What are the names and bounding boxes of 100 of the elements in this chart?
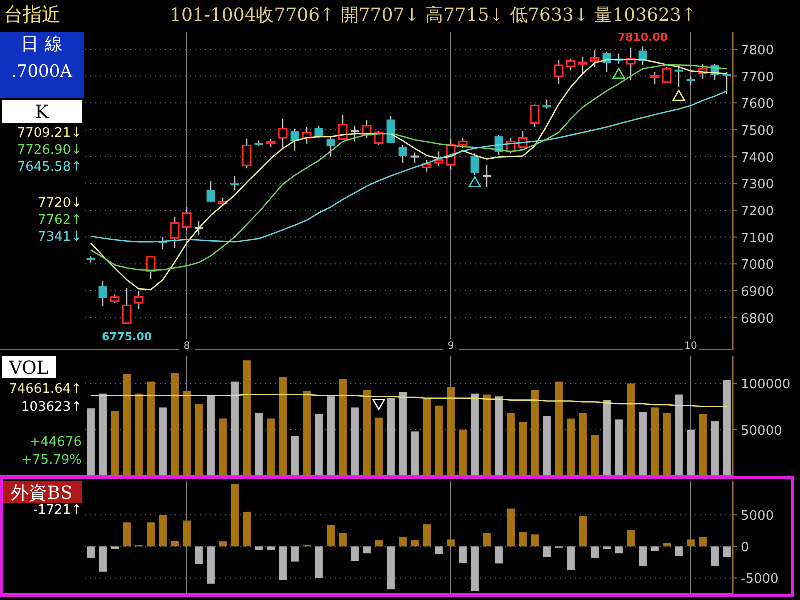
text: 7726.90↓ xyxy=(17,143,82,158)
bar xyxy=(459,546,467,564)
text: 日 線 xyxy=(21,34,63,55)
bar xyxy=(651,546,659,552)
bar xyxy=(579,413,587,476)
bar xyxy=(183,391,191,476)
bar xyxy=(579,516,587,547)
candlestick xyxy=(398,144,408,164)
candlestick xyxy=(470,152,480,176)
y-tick-label: 7100 xyxy=(741,231,774,246)
bar xyxy=(219,542,227,547)
text: .7000A xyxy=(12,62,74,82)
candlestick xyxy=(686,76,696,86)
candlestick xyxy=(434,151,444,167)
candlestick xyxy=(338,114,348,141)
bar xyxy=(159,408,167,476)
y-tick-label: 7400 xyxy=(741,150,774,166)
bar xyxy=(531,534,539,547)
bar xyxy=(627,384,635,476)
bar xyxy=(315,546,323,578)
bar xyxy=(567,418,575,476)
candlestick xyxy=(290,128,300,152)
text: 7762↑ xyxy=(38,213,82,228)
bar xyxy=(543,416,551,476)
y-tick-label: 7800 xyxy=(741,43,774,58)
bar xyxy=(459,430,467,476)
candlestick xyxy=(650,72,660,86)
bar xyxy=(591,435,599,476)
candlestick xyxy=(674,64,684,88)
bar xyxy=(603,400,611,476)
bar xyxy=(543,546,551,558)
y-tick-label: 7700 xyxy=(741,70,774,86)
bar xyxy=(351,408,359,476)
bar xyxy=(243,512,251,547)
bar xyxy=(531,390,539,476)
bar xyxy=(723,380,731,476)
bar xyxy=(639,546,647,566)
text: K xyxy=(35,102,50,123)
candlestick xyxy=(134,290,144,310)
bar xyxy=(387,546,395,590)
bar xyxy=(135,394,143,476)
text: 7720↓ xyxy=(38,196,82,211)
bar xyxy=(207,396,215,476)
bar xyxy=(471,394,479,476)
candlestick xyxy=(578,56,588,74)
candlestick xyxy=(554,60,564,85)
bar xyxy=(279,377,287,476)
bar xyxy=(255,546,263,550)
y-tick-label: 7200 xyxy=(741,204,774,220)
bar xyxy=(147,522,155,547)
text: 74661.64↑ xyxy=(9,382,82,397)
candlestick xyxy=(314,125,324,139)
text: +75.79% xyxy=(22,453,82,468)
x-tick-label: 8 xyxy=(184,341,190,352)
candlestick xyxy=(590,50,600,68)
bar xyxy=(411,432,419,476)
bar xyxy=(351,546,359,562)
bar xyxy=(339,533,347,547)
bar xyxy=(711,546,719,566)
bar xyxy=(495,546,503,564)
candlestick xyxy=(278,118,288,149)
point xyxy=(672,90,686,102)
candlestick xyxy=(182,206,192,232)
bar xyxy=(147,382,155,476)
bar xyxy=(399,537,407,547)
bar xyxy=(363,390,371,476)
bar xyxy=(507,508,515,547)
y-tick-label: 100000 xyxy=(741,378,791,393)
bar xyxy=(711,422,719,476)
bar xyxy=(291,546,299,562)
chart-title: 外資BS xyxy=(11,483,73,504)
bar xyxy=(699,537,707,547)
bar xyxy=(483,394,491,476)
y-tick-label: 5000 xyxy=(741,509,774,524)
annotation: 7810.00 xyxy=(618,30,668,44)
bar xyxy=(279,546,287,580)
text: 7341↓ xyxy=(38,230,82,245)
bar xyxy=(615,420,623,476)
chart-title: VOL xyxy=(8,358,49,379)
chart-subtitle: 101-1004收7706↑ 開7707↓ 高7715↓ 低7633↓ 量103623↑ xyxy=(170,5,696,26)
bar xyxy=(363,546,371,554)
bar xyxy=(207,546,215,584)
bar xyxy=(519,422,527,476)
bar xyxy=(267,418,275,476)
bar xyxy=(687,540,695,547)
candlestick xyxy=(422,160,432,172)
bar xyxy=(123,374,131,476)
candlestick xyxy=(566,58,576,72)
text: +44676 xyxy=(30,435,82,450)
bar xyxy=(651,408,659,476)
bar xyxy=(267,546,275,550)
y-tick-label: 6900 xyxy=(741,284,774,300)
bar xyxy=(615,546,623,554)
bar xyxy=(231,382,239,476)
bar xyxy=(687,430,695,476)
line-series xyxy=(90,90,728,243)
bar xyxy=(423,524,431,547)
bar xyxy=(507,413,515,476)
candlestick xyxy=(326,136,336,158)
bar xyxy=(435,546,443,554)
